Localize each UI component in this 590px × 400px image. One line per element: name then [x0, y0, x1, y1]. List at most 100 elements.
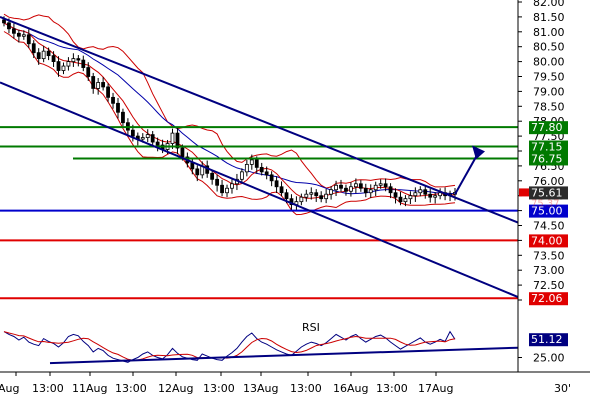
- candle-body: [349, 186, 353, 192]
- candle-body: [438, 192, 443, 197]
- candle-body: [368, 189, 373, 194]
- candle-body: [418, 189, 423, 194]
- level-badge-label: 74.00: [531, 234, 563, 247]
- candle-body: [26, 34, 31, 45]
- rsi-line: [3, 330, 456, 363]
- y-tick-label: 80.50: [533, 41, 565, 54]
- candle-body: [393, 192, 398, 198]
- candle-body: [51, 55, 56, 62]
- candle-body: [36, 52, 41, 60]
- candle-body: [225, 187, 229, 194]
- support-resistance-layer: [0, 126, 518, 300]
- candle-body: [230, 183, 234, 189]
- x-tick-label: 17Aug: [418, 382, 453, 395]
- candle-body: [274, 180, 279, 188]
- candle-body: [21, 34, 26, 37]
- candle-body: [269, 174, 274, 182]
- candle-body: [264, 171, 269, 176]
- candle-body: [86, 67, 91, 77]
- channel-upper-line: [0, 15, 519, 224]
- level-badge-label: 75.00: [531, 205, 563, 218]
- rsi-tick-label: 25.00: [533, 352, 565, 365]
- y-tick-label: 81.00: [533, 26, 565, 39]
- candle-body: [309, 192, 314, 195]
- rsi-panel: RSI: [3, 321, 519, 365]
- candle-body: [101, 82, 106, 88]
- x-tick-label: 30': [554, 382, 571, 395]
- channel-lower-line: [0, 81, 519, 298]
- candle-body: [220, 184, 224, 194]
- candle-body: [334, 184, 338, 191]
- candle-body: [106, 86, 110, 98]
- candle-body: [195, 168, 200, 176]
- price-marker-stripe: [519, 188, 529, 197]
- y-tick-label: 78.50: [533, 100, 565, 113]
- candle-body: [170, 132, 175, 144]
- candle-body: [56, 61, 61, 71]
- level-badge-label: 72.06: [531, 292, 563, 305]
- rsi-title: RSI: [302, 321, 320, 334]
- y-tick-label: 79.00: [533, 85, 565, 98]
- candle-body: [254, 159, 259, 168]
- candle-body: [190, 162, 195, 170]
- candle-body: [408, 195, 413, 200]
- bollinger-lower-line: [3, 31, 456, 216]
- x-tick-label: 13:00: [290, 382, 322, 395]
- candle-body: [130, 129, 135, 137]
- level-badge-label: 77.15: [531, 141, 563, 154]
- candle-body: [81, 59, 86, 68]
- candle-body: [358, 183, 363, 189]
- candle-body: [121, 111, 125, 124]
- candle-body: [140, 137, 145, 140]
- candle-body: [12, 28, 16, 34]
- x-tick-label: 13:00: [376, 382, 408, 395]
- level-badge: [529, 234, 568, 248]
- candle-body: [7, 22, 11, 30]
- y-tick-label: 81.50: [533, 11, 565, 24]
- y-tick-label: 76.00: [533, 175, 565, 188]
- candle-body: [279, 186, 284, 194]
- level-badge: [529, 140, 568, 154]
- trend-channel-layer: [0, 15, 519, 298]
- candle-body: [215, 178, 220, 186]
- level-badge: [529, 121, 568, 135]
- overlapped-price-label: 75.37: [531, 198, 560, 209]
- x-tick-label: 16Aug: [333, 382, 368, 395]
- rsi-value-badge: [529, 333, 568, 347]
- candle-body: [155, 141, 160, 146]
- axes-layer: [0, 0, 590, 376]
- candle-body: [383, 183, 388, 188]
- x-tick-label: 13Aug: [243, 382, 278, 395]
- level-badge-label: 77.80: [531, 121, 563, 134]
- candle-body: [46, 50, 51, 57]
- candle-body: [111, 96, 115, 104]
- candle-body: [304, 193, 309, 198]
- candle-body: [66, 61, 71, 67]
- x-tick-label: 11Aug: [72, 382, 107, 395]
- x-tick-label: 13:00: [32, 382, 64, 395]
- candle-body: [96, 82, 101, 89]
- candle-body: [314, 192, 319, 197]
- projection-arrow-head: [472, 145, 485, 160]
- candle-body: [398, 196, 403, 203]
- candle-body: [329, 189, 333, 195]
- moving-average-fast-line: [3, 22, 456, 199]
- y-tick-label: 82.00: [533, 0, 565, 9]
- y-tick-label: 74.50: [533, 220, 565, 233]
- candle-body: [403, 198, 408, 203]
- candle-body: [150, 134, 155, 143]
- candle-body: [61, 65, 66, 71]
- candle-body: [2, 19, 6, 24]
- moving-average-layer: [3, 22, 456, 199]
- y-tick-label: 73.00: [533, 264, 565, 277]
- candle-body: [363, 187, 368, 194]
- y-tick-label: 73.50: [533, 249, 565, 262]
- candle-body: [71, 58, 76, 62]
- candle-body: [413, 192, 418, 197]
- candle-body: [91, 76, 96, 89]
- candle-body: [373, 184, 378, 191]
- x-tick-label: 12Aug: [158, 382, 193, 395]
- candle-body: [319, 195, 324, 200]
